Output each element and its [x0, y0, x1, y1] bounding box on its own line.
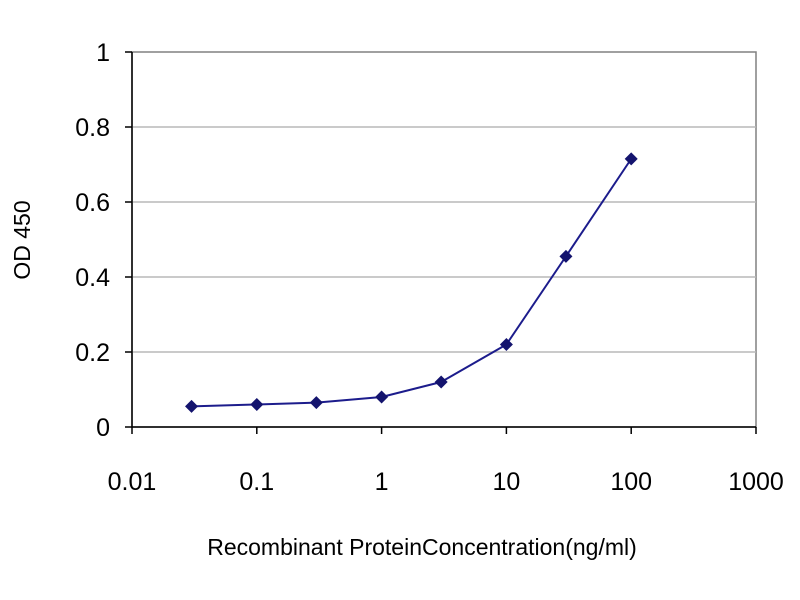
x-tick-label-2: 1 — [375, 468, 389, 496]
x-tick-label-5: 1000 — [728, 468, 784, 496]
data-point-2 — [309, 396, 323, 410]
grid-lines — [132, 126, 756, 353]
x-tick-label-4: 100 — [610, 468, 652, 496]
data-point-7 — [624, 152, 638, 166]
y-axis-title: OD 450 — [9, 200, 35, 279]
y-tick-label-0: 0 — [96, 414, 110, 442]
y-tick-label-3: 0.6 — [75, 189, 110, 217]
data-point-1 — [250, 398, 264, 411]
tick-labels: 0 0.2 0.4 0.6 0.8 1 0.01 0.1 1 10 100 1000 — [75, 39, 784, 496]
y-tick-label-1: 0.2 — [75, 339, 110, 367]
x-tick-label-0: 0.01 — [108, 468, 157, 496]
data-point-5 — [499, 338, 513, 351]
series-layer — [185, 152, 638, 413]
data-point-4 — [434, 375, 448, 389]
y-tick-label-4: 0.8 — [75, 114, 110, 142]
axes — [125, 51, 757, 434]
y-tick-label-5: 1 — [96, 39, 110, 67]
x-tick-label-1: 0.1 — [239, 468, 274, 496]
plot-area — [131, 51, 757, 428]
data-point-3 — [375, 390, 389, 404]
x-tick-label-3: 10 — [492, 468, 520, 496]
x-axis-title: Recombinant ProteinConcentration(ng/ml) — [207, 534, 637, 560]
series-line-0 — [191, 158, 633, 408]
data-point-0 — [185, 399, 199, 413]
data-point-6 — [559, 249, 573, 263]
y-tick-label-2: 0.4 — [75, 264, 110, 292]
